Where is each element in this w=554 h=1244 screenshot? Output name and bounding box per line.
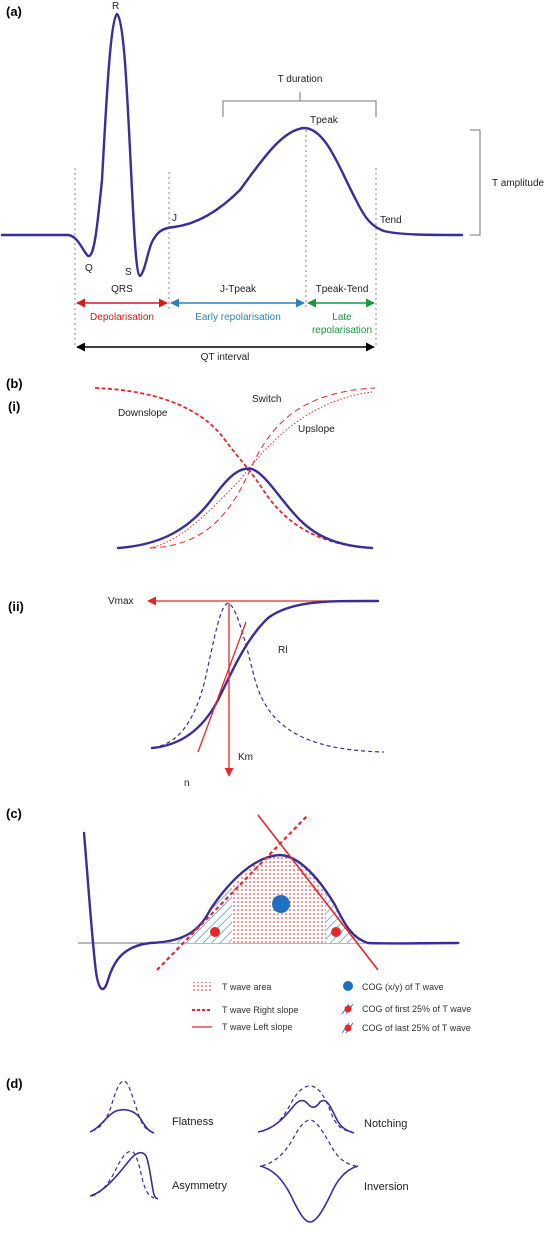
panel-c: (c) T wave area T wave Right slope T wav… (6, 806, 471, 1034)
t-duration-label: T duration (278, 74, 323, 85)
segment-j-tpeak-label: J-Tpeak (220, 284, 257, 295)
panel-d: (d) Flatness Notching Asymmetry Inversio… (6, 1076, 409, 1223)
t-duration-bracket (222, 100, 377, 117)
upslope-label: Upslope (298, 424, 335, 435)
inversion-label: Inversion (364, 1181, 409, 1193)
downslope-label: Downslope (118, 408, 168, 419)
upslope-curve (149, 391, 373, 549)
qt-interval-label: QT interval (201, 352, 250, 363)
n-label: n (184, 778, 190, 789)
panel-b: (b) (i) Downslope Switch Upslope (ii) Vm… (6, 376, 385, 789)
phase-late-label-2: repolarisation (312, 325, 372, 336)
legend-cog-first-label: COG of first 25% of T wave (362, 1004, 471, 1014)
panel-c-label: (c) (6, 806, 22, 821)
segment-tpeak-tend-label: Tpeak-Tend (316, 284, 369, 295)
panel-b-i-label: (i) (8, 399, 20, 414)
panel-d-label: (d) (6, 1076, 23, 1091)
ecg-trace-c (82, 831, 460, 991)
cog-point (272, 895, 290, 913)
switch-curve (149, 387, 376, 549)
switch-label: Switch (252, 394, 281, 405)
t-wave-bell (116, 467, 374, 550)
t-amplitude-bracket (470, 129, 481, 236)
legend-cog-label: COG (x/y) of T wave (362, 982, 444, 992)
legend-cog-last-label: COG of last 25% of T wave (362, 1023, 471, 1033)
notching-label: Notching (364, 1118, 407, 1130)
tangent-n-line (197, 621, 247, 753)
label-q: Q (85, 263, 93, 274)
left-slope-line (257, 814, 379, 971)
label-tend: Tend (380, 215, 402, 226)
segment-qrs-label: QRS (111, 284, 133, 295)
flatness-label: Flatness (172, 1116, 214, 1128)
panel-b-label: (b) (6, 376, 23, 391)
phase-early-label: Early repolarisation (195, 312, 281, 323)
flatness-example (89, 1080, 155, 1134)
rl-label: Rl (278, 645, 287, 656)
sigmoid-curve (150, 599, 380, 750)
legend-cog-first-swatch (341, 1003, 354, 1015)
cog-first-point (210, 927, 220, 937)
label-r: R (112, 1, 119, 12)
km-label: Km (238, 752, 253, 763)
panel-a-label: (a) (6, 4, 22, 19)
label-j: J (172, 213, 177, 224)
asymmetry-example (89, 1150, 159, 1200)
legend-area-swatch (192, 982, 212, 991)
bell-dashed (159, 602, 385, 753)
label-tpeak: Tpeak (310, 115, 339, 126)
cog-last-point (331, 927, 341, 937)
panel-a: (a) R Q S J Tpeak Tend T duration T ampl… (0, 1, 545, 363)
notching-example (257, 1085, 355, 1134)
phase-depolarisation-label: Depolarisation (90, 312, 154, 323)
phase-late-label-1: Late (332, 312, 352, 323)
label-s: S (125, 267, 132, 278)
legend-area-label: T wave area (222, 982, 271, 992)
legend-cog-swatch (343, 981, 353, 991)
asymmetry-label: Asymmetry (172, 1180, 228, 1192)
t-amplitude-label: T amplitude (492, 178, 545, 189)
legend-left-slope-label: T wave Left slope (222, 1022, 292, 1032)
ecg-wave (0, 12, 464, 278)
right-slope-line (156, 814, 309, 971)
inversion-example (259, 1119, 359, 1223)
legend-cog-last-swatch (341, 1022, 354, 1034)
legend-right-slope-label: T wave Right slope (222, 1005, 298, 1015)
panel-b-ii-label: (ii) (8, 599, 24, 614)
vmax-label: Vmax (108, 596, 134, 607)
downslope-curve (94, 387, 373, 549)
